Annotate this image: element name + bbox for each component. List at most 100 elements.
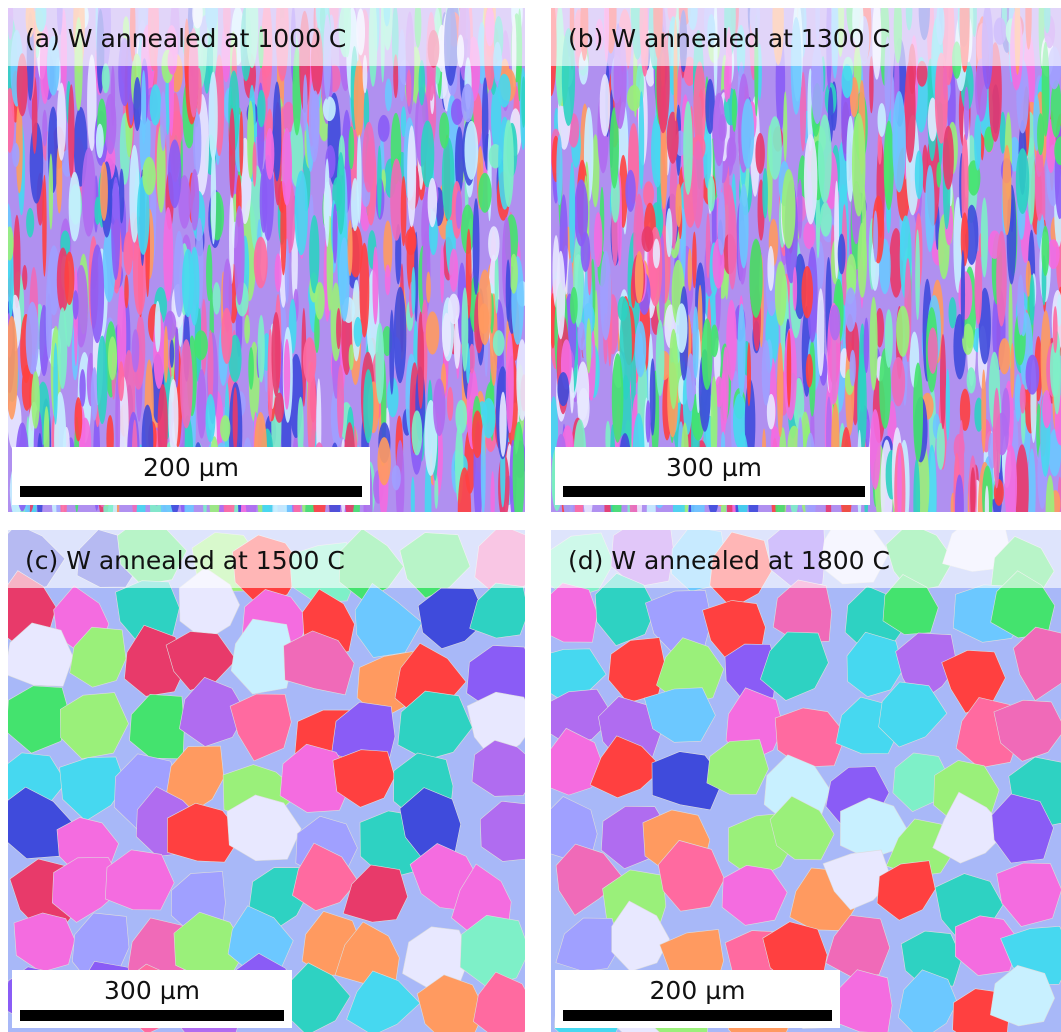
grain xyxy=(1029,275,1034,326)
grain xyxy=(1028,448,1036,532)
grain xyxy=(570,287,578,324)
grain xyxy=(708,176,716,212)
grain xyxy=(433,378,445,436)
scale-label: 300 µm xyxy=(666,453,762,482)
grain xyxy=(732,89,737,132)
grain xyxy=(936,162,941,188)
grain xyxy=(26,302,39,375)
grain xyxy=(768,116,782,179)
grain xyxy=(333,203,338,263)
grain xyxy=(498,74,511,108)
grain xyxy=(168,140,181,209)
panel xyxy=(0,518,549,1032)
grain xyxy=(74,397,82,441)
grain xyxy=(925,165,935,252)
grain xyxy=(656,320,665,396)
grain xyxy=(377,145,382,218)
grain xyxy=(378,115,390,142)
grain xyxy=(627,85,641,111)
grain xyxy=(175,327,179,388)
grain xyxy=(258,315,265,383)
grain xyxy=(943,126,954,190)
grain xyxy=(961,250,965,339)
scale-bar xyxy=(563,1010,832,1021)
grain xyxy=(782,169,796,249)
grain xyxy=(197,369,207,438)
grain xyxy=(124,275,128,309)
grain xyxy=(594,212,603,267)
grain xyxy=(348,220,353,276)
grain xyxy=(676,303,688,353)
grain xyxy=(412,410,423,455)
grain xyxy=(221,308,232,364)
grain xyxy=(206,394,216,442)
grain xyxy=(362,122,375,193)
grain xyxy=(660,122,667,210)
grain xyxy=(428,178,437,227)
grain xyxy=(456,191,462,230)
grain xyxy=(133,77,141,131)
grain xyxy=(818,114,832,202)
grain xyxy=(461,84,474,123)
grain xyxy=(132,329,140,372)
grain xyxy=(1016,148,1029,214)
grain xyxy=(142,157,156,195)
grain xyxy=(73,290,79,320)
grain xyxy=(967,367,976,393)
scale-label: 200 µm xyxy=(143,453,239,482)
grain xyxy=(842,64,853,98)
grain xyxy=(667,112,679,164)
grain xyxy=(419,60,426,106)
grain xyxy=(244,315,250,344)
scale-bar xyxy=(20,486,362,497)
grain xyxy=(401,176,407,246)
grain xyxy=(90,244,104,343)
grain xyxy=(817,288,825,376)
scale-label: 300 µm xyxy=(104,976,200,1005)
grain xyxy=(884,121,894,211)
grain xyxy=(234,205,244,305)
grain xyxy=(100,162,108,221)
grain xyxy=(6,226,14,260)
scale-bar xyxy=(563,486,865,497)
grain xyxy=(481,425,486,515)
grain xyxy=(985,486,989,530)
grain xyxy=(473,198,480,295)
grain xyxy=(206,244,212,301)
grain xyxy=(69,172,81,241)
grain xyxy=(68,84,75,178)
grain xyxy=(31,371,40,429)
grain xyxy=(239,111,243,176)
grain xyxy=(488,226,499,261)
grain xyxy=(787,330,791,408)
grain xyxy=(303,74,308,131)
grain xyxy=(323,96,336,121)
grain xyxy=(569,162,575,263)
grain xyxy=(892,91,906,192)
grain xyxy=(284,339,291,410)
grain xyxy=(1004,445,1017,526)
grain xyxy=(6,316,18,420)
grain xyxy=(762,168,768,219)
grain xyxy=(265,128,274,180)
grain xyxy=(913,362,923,461)
grain xyxy=(182,249,194,317)
grain xyxy=(974,251,982,325)
grain xyxy=(118,361,124,401)
grain xyxy=(1015,444,1029,536)
grain xyxy=(12,143,19,167)
grain xyxy=(411,267,415,315)
grain xyxy=(958,271,972,319)
grain xyxy=(940,334,946,429)
grain xyxy=(97,335,108,424)
grain xyxy=(954,434,965,461)
grain xyxy=(538,583,598,642)
grain xyxy=(421,121,435,188)
grain xyxy=(873,211,878,262)
grain xyxy=(94,197,100,225)
grain xyxy=(775,261,787,326)
grain xyxy=(311,90,320,149)
grain xyxy=(13,215,20,309)
grain xyxy=(915,150,923,199)
grain xyxy=(180,339,193,428)
